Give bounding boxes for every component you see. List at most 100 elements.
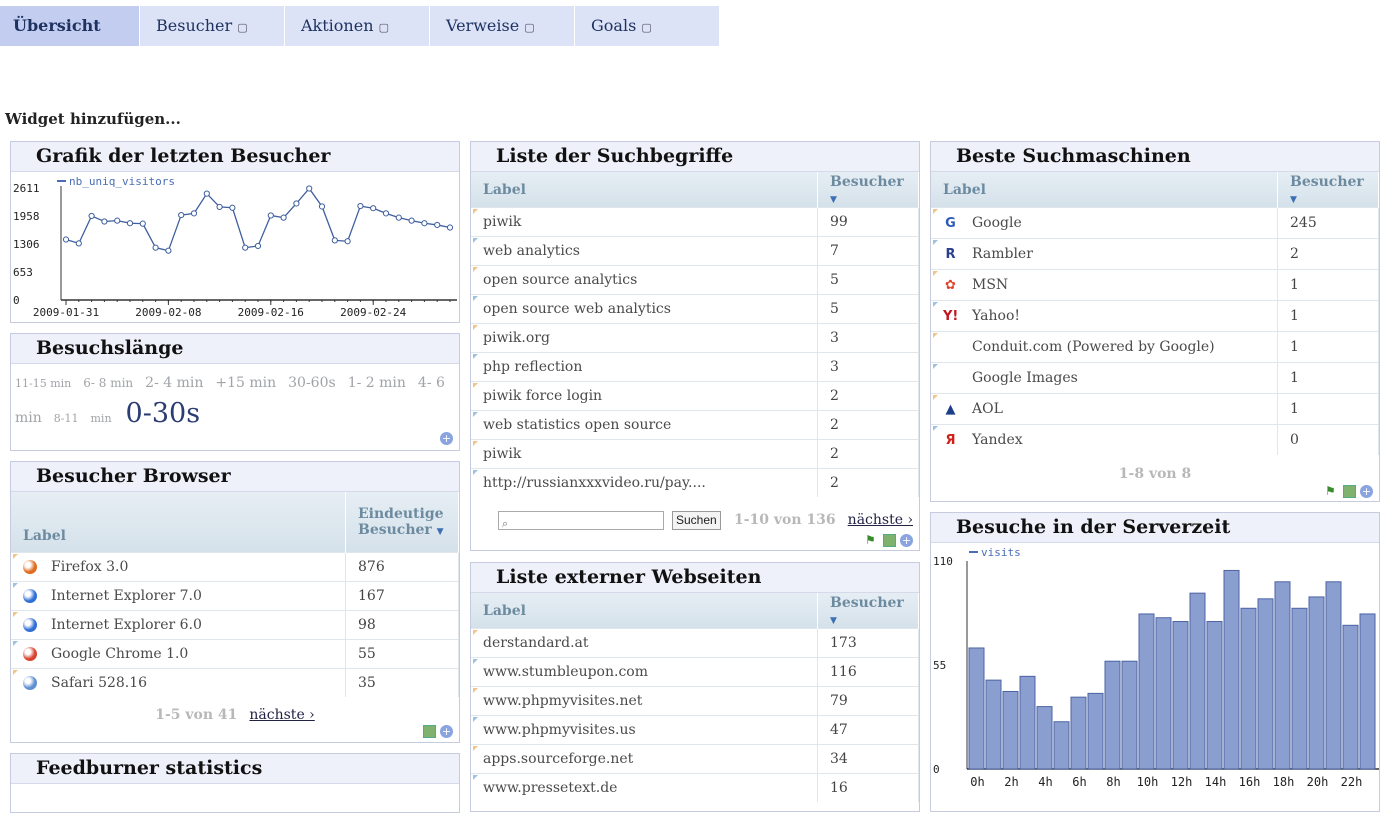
row-label: piwik.org bbox=[471, 323, 818, 353]
table-row[interactable]: www.phpmyvisites.net 79 bbox=[471, 686, 919, 716]
table-row[interactable]: Internet Explorer 6.0 98 bbox=[11, 610, 459, 640]
duration-tag[interactable]: +15 min bbox=[215, 375, 277, 391]
table-row[interactable]: apps.sourceforge.net 34 bbox=[471, 744, 919, 774]
table-row[interactable]: Google Images 1 bbox=[931, 362, 1379, 394]
table-row[interactable]: open source analytics 5 bbox=[471, 265, 919, 295]
table-row[interactable]: Internet Explorer 7.0 167 bbox=[11, 581, 459, 611]
bar[interactable] bbox=[985, 679, 1002, 770]
column-header-visitors[interactable]: Besucher ▼ bbox=[817, 172, 919, 208]
search-button[interactable]: Suchen bbox=[672, 511, 721, 530]
add-icon[interactable]: + bbox=[1360, 485, 1373, 498]
goal-flag-icon[interactable]: ⚑ bbox=[1325, 484, 1336, 498]
x-tick-label: 12h bbox=[1171, 775, 1193, 789]
row-label-text: Rambler bbox=[972, 246, 1033, 262]
tab-2[interactable]: Aktionen ▢ bbox=[285, 6, 430, 46]
table-row[interactable]: web analytics 7 bbox=[471, 236, 919, 266]
table-row[interactable]: derstandard.at 173 bbox=[471, 628, 919, 658]
duration-tag[interactable]: 4- 6 min bbox=[15, 375, 445, 426]
column-header-label[interactable]: Label bbox=[931, 172, 1278, 208]
duration-tag[interactable]: 2- 4 min bbox=[145, 375, 204, 391]
bar[interactable] bbox=[1053, 721, 1070, 770]
table-row[interactable]: piwik.org 3 bbox=[471, 323, 919, 353]
duration-tag[interactable]: 6- 8 min bbox=[83, 376, 134, 390]
column-header-label[interactable]: Label bbox=[471, 172, 818, 208]
column-header-visitors[interactable]: Besucher ▼ bbox=[817, 593, 919, 629]
bar[interactable] bbox=[1138, 613, 1155, 770]
table-row[interactable]: Google Chrome 1.0 55 bbox=[11, 639, 459, 669]
table-row[interactable]: php reflection 3 bbox=[471, 352, 919, 382]
table-row[interactable]: piwik force login 2 bbox=[471, 381, 919, 411]
bar[interactable] bbox=[1274, 581, 1291, 770]
tab-0[interactable]: Übersicht bbox=[0, 6, 140, 46]
bar[interactable] bbox=[1206, 621, 1223, 770]
bar[interactable] bbox=[1087, 692, 1104, 770]
bar[interactable] bbox=[1104, 660, 1121, 770]
duration-tag[interactable]: 1- 2 min bbox=[347, 375, 406, 391]
table-row[interactable]: R Rambler 2 bbox=[931, 238, 1379, 270]
bar[interactable] bbox=[1308, 596, 1325, 770]
table-row[interactable]: www.phpmyvisites.us 47 bbox=[471, 715, 919, 745]
bar[interactable] bbox=[1342, 624, 1359, 770]
data-point bbox=[101, 218, 108, 225]
column-header-unique-visitors[interactable]: Eindeutige Besucher ▼ bbox=[345, 492, 459, 553]
next-page-link[interactable]: nächste › bbox=[249, 707, 315, 723]
table-row[interactable]: web statistics open source 2 bbox=[471, 410, 919, 440]
duration-tag[interactable]: 11-15 min bbox=[15, 377, 72, 390]
duration-tag[interactable]: 30-60s bbox=[288, 375, 336, 391]
bar[interactable] bbox=[1036, 706, 1053, 770]
table-row[interactable]: www.pressetext.de 16 bbox=[471, 773, 919, 802]
bar[interactable] bbox=[1240, 607, 1257, 770]
table-row[interactable]: Safari 528.16 35 bbox=[11, 668, 459, 697]
widget-title: Feedburner statistics bbox=[11, 754, 459, 784]
tab-1[interactable]: Besucher ▢ bbox=[140, 6, 285, 46]
table-row[interactable]: open source web analytics 5 bbox=[471, 294, 919, 324]
table-row[interactable]: piwik 99 bbox=[471, 207, 919, 237]
table-row[interactable]: Y! Yahoo! 1 bbox=[931, 300, 1379, 332]
table-row[interactable]: http://russianxxxvideo.ru/pay.... 2 bbox=[471, 468, 919, 497]
table-view-icon[interactable] bbox=[883, 534, 896, 547]
table-view-icon[interactable] bbox=[1343, 485, 1356, 498]
bar[interactable] bbox=[1189, 592, 1206, 770]
bar[interactable] bbox=[1223, 569, 1240, 770]
column-header-label[interactable]: Label bbox=[11, 492, 346, 553]
table-row[interactable]: ▲ AOL 1 bbox=[931, 393, 1379, 425]
add-icon[interactable]: + bbox=[900, 534, 913, 547]
duration-tag[interactable]: 8-11 bbox=[53, 412, 79, 425]
add-icon[interactable]: + bbox=[440, 432, 453, 445]
bar[interactable] bbox=[1155, 617, 1172, 770]
column-header-label[interactable]: Label bbox=[471, 593, 818, 629]
bar[interactable] bbox=[1002, 690, 1019, 770]
widget-title: Besuchslänge bbox=[11, 334, 459, 364]
bar[interactable] bbox=[1325, 581, 1342, 770]
table-row[interactable]: Firefox 3.0 876 bbox=[11, 552, 459, 582]
bar[interactable] bbox=[1291, 607, 1308, 770]
table-row[interactable]: G Google 245 bbox=[931, 207, 1379, 239]
table-view-icon[interactable] bbox=[423, 725, 436, 738]
bar[interactable] bbox=[968, 647, 985, 770]
bar[interactable] bbox=[1257, 598, 1274, 770]
aol-icon: ▲ bbox=[945, 401, 956, 417]
keyword-search-input[interactable]: ⌕ bbox=[498, 511, 664, 530]
bar[interactable] bbox=[1070, 696, 1087, 770]
table-row[interactable]: Я Yandex 0 bbox=[931, 424, 1379, 455]
table-row[interactable]: piwik 2 bbox=[471, 439, 919, 469]
bar[interactable] bbox=[1019, 675, 1036, 770]
row-value: 173 bbox=[817, 628, 919, 658]
duration-tag-top[interactable]: 0-30s bbox=[125, 398, 201, 429]
bar[interactable] bbox=[1172, 621, 1189, 770]
column-header-visitors[interactable]: Besucher ▼ bbox=[1277, 172, 1379, 208]
table-row[interactable]: www.stumbleupon.com 116 bbox=[471, 657, 919, 687]
tab-3[interactable]: Verweise ▢ bbox=[430, 6, 575, 46]
add-icon[interactable]: + bbox=[440, 725, 453, 738]
bar[interactable] bbox=[1359, 613, 1376, 770]
table-row[interactable]: ✿ MSN 1 bbox=[931, 269, 1379, 301]
tab-label: Besucher bbox=[156, 16, 238, 35]
row-label: www.stumbleupon.com bbox=[471, 657, 818, 687]
tab-4[interactable]: Goals ▢ bbox=[575, 6, 720, 46]
table-row[interactable]: Conduit.com (Powered by Google) 1 bbox=[931, 331, 1379, 363]
duration-tag-unit: min bbox=[90, 412, 112, 425]
add-widget-menu[interactable]: Widget hinzufügen... bbox=[5, 110, 181, 128]
bar[interactable] bbox=[1121, 660, 1138, 770]
next-page-link[interactable]: nächste › bbox=[847, 512, 914, 528]
goal-flag-icon[interactable]: ⚑ bbox=[865, 533, 876, 547]
